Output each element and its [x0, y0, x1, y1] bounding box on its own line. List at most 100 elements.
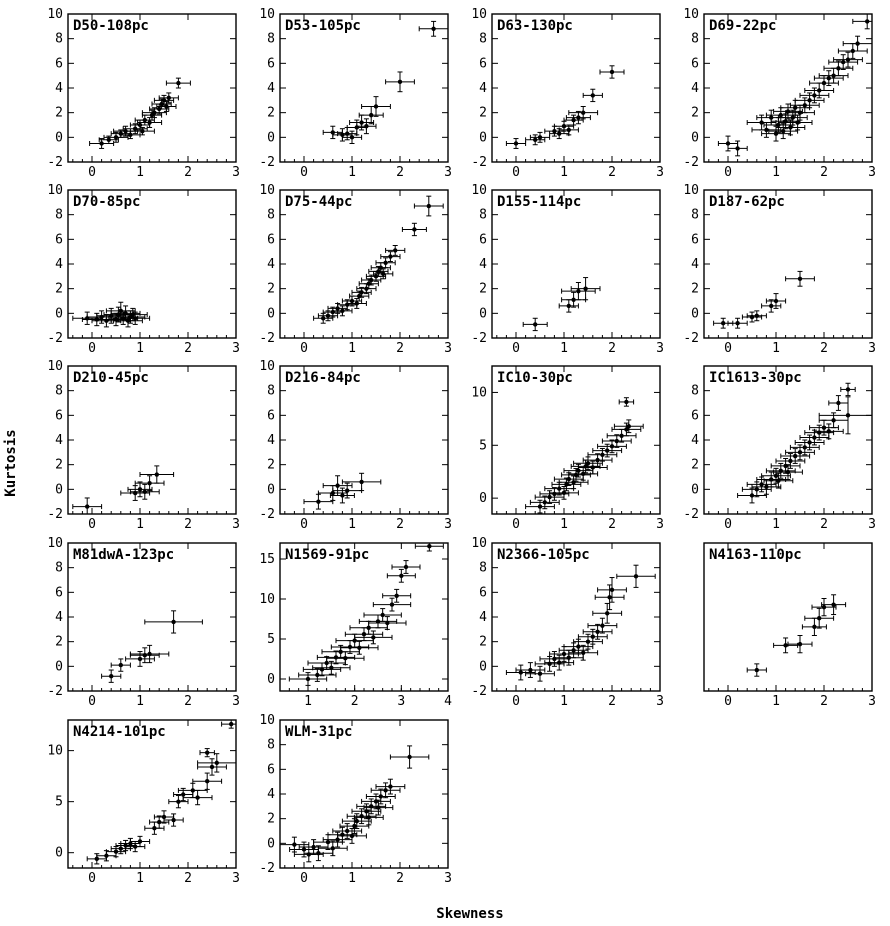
y-tick-label: 2	[691, 458, 699, 473]
data-point	[746, 663, 767, 677]
panel-d69-22pc: 0 1 2 3 -2 0 2 4 6 8 10 D69-22pc	[683, 7, 876, 180]
point-marker	[600, 623, 605, 628]
data-point	[558, 299, 579, 313]
x-tick-label: 1	[348, 517, 356, 532]
data-point	[818, 396, 872, 435]
panel-title: D75-44pc	[285, 194, 352, 210]
y-tick-label: 10	[259, 713, 275, 728]
point-marker	[190, 788, 195, 793]
x-tick-label: 1	[136, 341, 144, 356]
data-point	[351, 286, 372, 298]
point-marker	[609, 587, 615, 593]
panel-d63-130pc: 0 1 2 3 -2 0 2 4 6 8 10 D63-130pc	[471, 7, 664, 180]
plot-frame	[491, 13, 661, 163]
y-tick-label: 4	[479, 257, 487, 272]
y-tick-label: 8	[267, 32, 275, 47]
data-point	[302, 662, 342, 677]
y-tick-label: 15	[259, 552, 275, 567]
data-point	[804, 607, 835, 629]
x-tick-label: 0	[512, 165, 520, 180]
y-tick-label: 5	[55, 795, 63, 810]
x-tick-label: 3	[232, 165, 240, 180]
point-marker	[619, 433, 624, 438]
point-marker	[533, 322, 538, 327]
data-points	[303, 472, 382, 510]
point-marker	[850, 48, 855, 54]
y-tick-label: 6	[479, 232, 487, 247]
point-marker	[133, 844, 138, 849]
data-point	[568, 106, 599, 120]
point-marker	[94, 856, 100, 862]
y-tick-label: 6	[267, 762, 275, 777]
data-point	[794, 92, 825, 109]
panel-title: D155-114pc	[497, 194, 581, 210]
x-tick-label: 3	[397, 694, 405, 709]
point-marker	[807, 440, 812, 445]
data-point	[340, 640, 379, 655]
point-marker	[376, 805, 381, 810]
point-marker	[118, 846, 124, 851]
point-marker	[725, 141, 731, 146]
x-tick-label: 3	[868, 694, 876, 709]
data-point	[601, 434, 632, 448]
point-marker	[773, 473, 779, 478]
data-point	[149, 815, 170, 829]
data-point	[156, 101, 177, 112]
y-tick-label: 2	[479, 282, 487, 297]
panel-title: D187-62pc	[709, 194, 785, 210]
data-point	[141, 109, 163, 121]
data-point	[582, 623, 613, 640]
data-points	[746, 594, 847, 677]
point-marker	[583, 286, 588, 291]
data-point	[561, 468, 591, 482]
point-marker	[195, 795, 200, 800]
panel-title: N4214-101pc	[73, 724, 166, 740]
x-tick-label: 3	[444, 871, 452, 886]
point-marker	[609, 444, 615, 449]
y-tick-label: 2	[691, 106, 699, 121]
data-point	[365, 788, 396, 805]
y-tick-label: 2	[479, 106, 487, 121]
data-point	[525, 134, 546, 146]
data-point	[763, 472, 794, 489]
panel-title: N4163-110pc	[709, 547, 802, 563]
data-point	[129, 835, 151, 848]
point-marker	[812, 93, 817, 98]
point-marker	[166, 95, 171, 101]
data-point	[801, 617, 827, 636]
y-tick-label: 2	[267, 458, 275, 473]
point-marker	[205, 779, 210, 784]
data-points	[101, 610, 203, 683]
panel-title: N1569-91pc	[285, 547, 369, 563]
point-marker	[214, 760, 219, 766]
point-marker	[576, 644, 581, 649]
point-marker	[349, 833, 355, 839]
y-tick-label: 2	[55, 106, 63, 121]
data-points	[717, 14, 872, 157]
point-marker	[147, 120, 152, 125]
point-marker	[557, 131, 562, 136]
y-tick-label: -2	[47, 507, 63, 522]
data-point	[549, 486, 579, 500]
x-tick-label: 3	[868, 341, 876, 356]
point-marker	[807, 98, 812, 103]
plot-frame	[279, 13, 449, 163]
x-tick-label: 0	[512, 341, 520, 356]
panel-d53-105pc: 0 1 2 3 -2 0 2 4 6 8 10 D53-105pc	[259, 7, 452, 180]
panel-title: D63-130pc	[497, 18, 573, 34]
panel-title: WLM-31pc	[285, 724, 352, 740]
point-marker	[335, 483, 340, 488]
x-tick-label: 0	[724, 694, 732, 709]
y-tick-label: 5	[479, 438, 487, 453]
data-point	[358, 106, 384, 125]
y-tick-label: 6	[55, 408, 63, 423]
y-tick-label: 6	[55, 585, 63, 600]
data-point	[823, 60, 854, 77]
y-tick-label: 4	[55, 433, 63, 448]
x-tick-label: 1	[348, 341, 356, 356]
panel-m81dwa-123pc: 0 1 2 3 -2 0 2 4 6 8 10 M81dwA-123pc	[47, 536, 240, 709]
point-marker	[104, 853, 109, 858]
y-tick-label: 0	[267, 482, 275, 497]
data-point	[326, 651, 365, 666]
point-marker	[585, 639, 591, 644]
